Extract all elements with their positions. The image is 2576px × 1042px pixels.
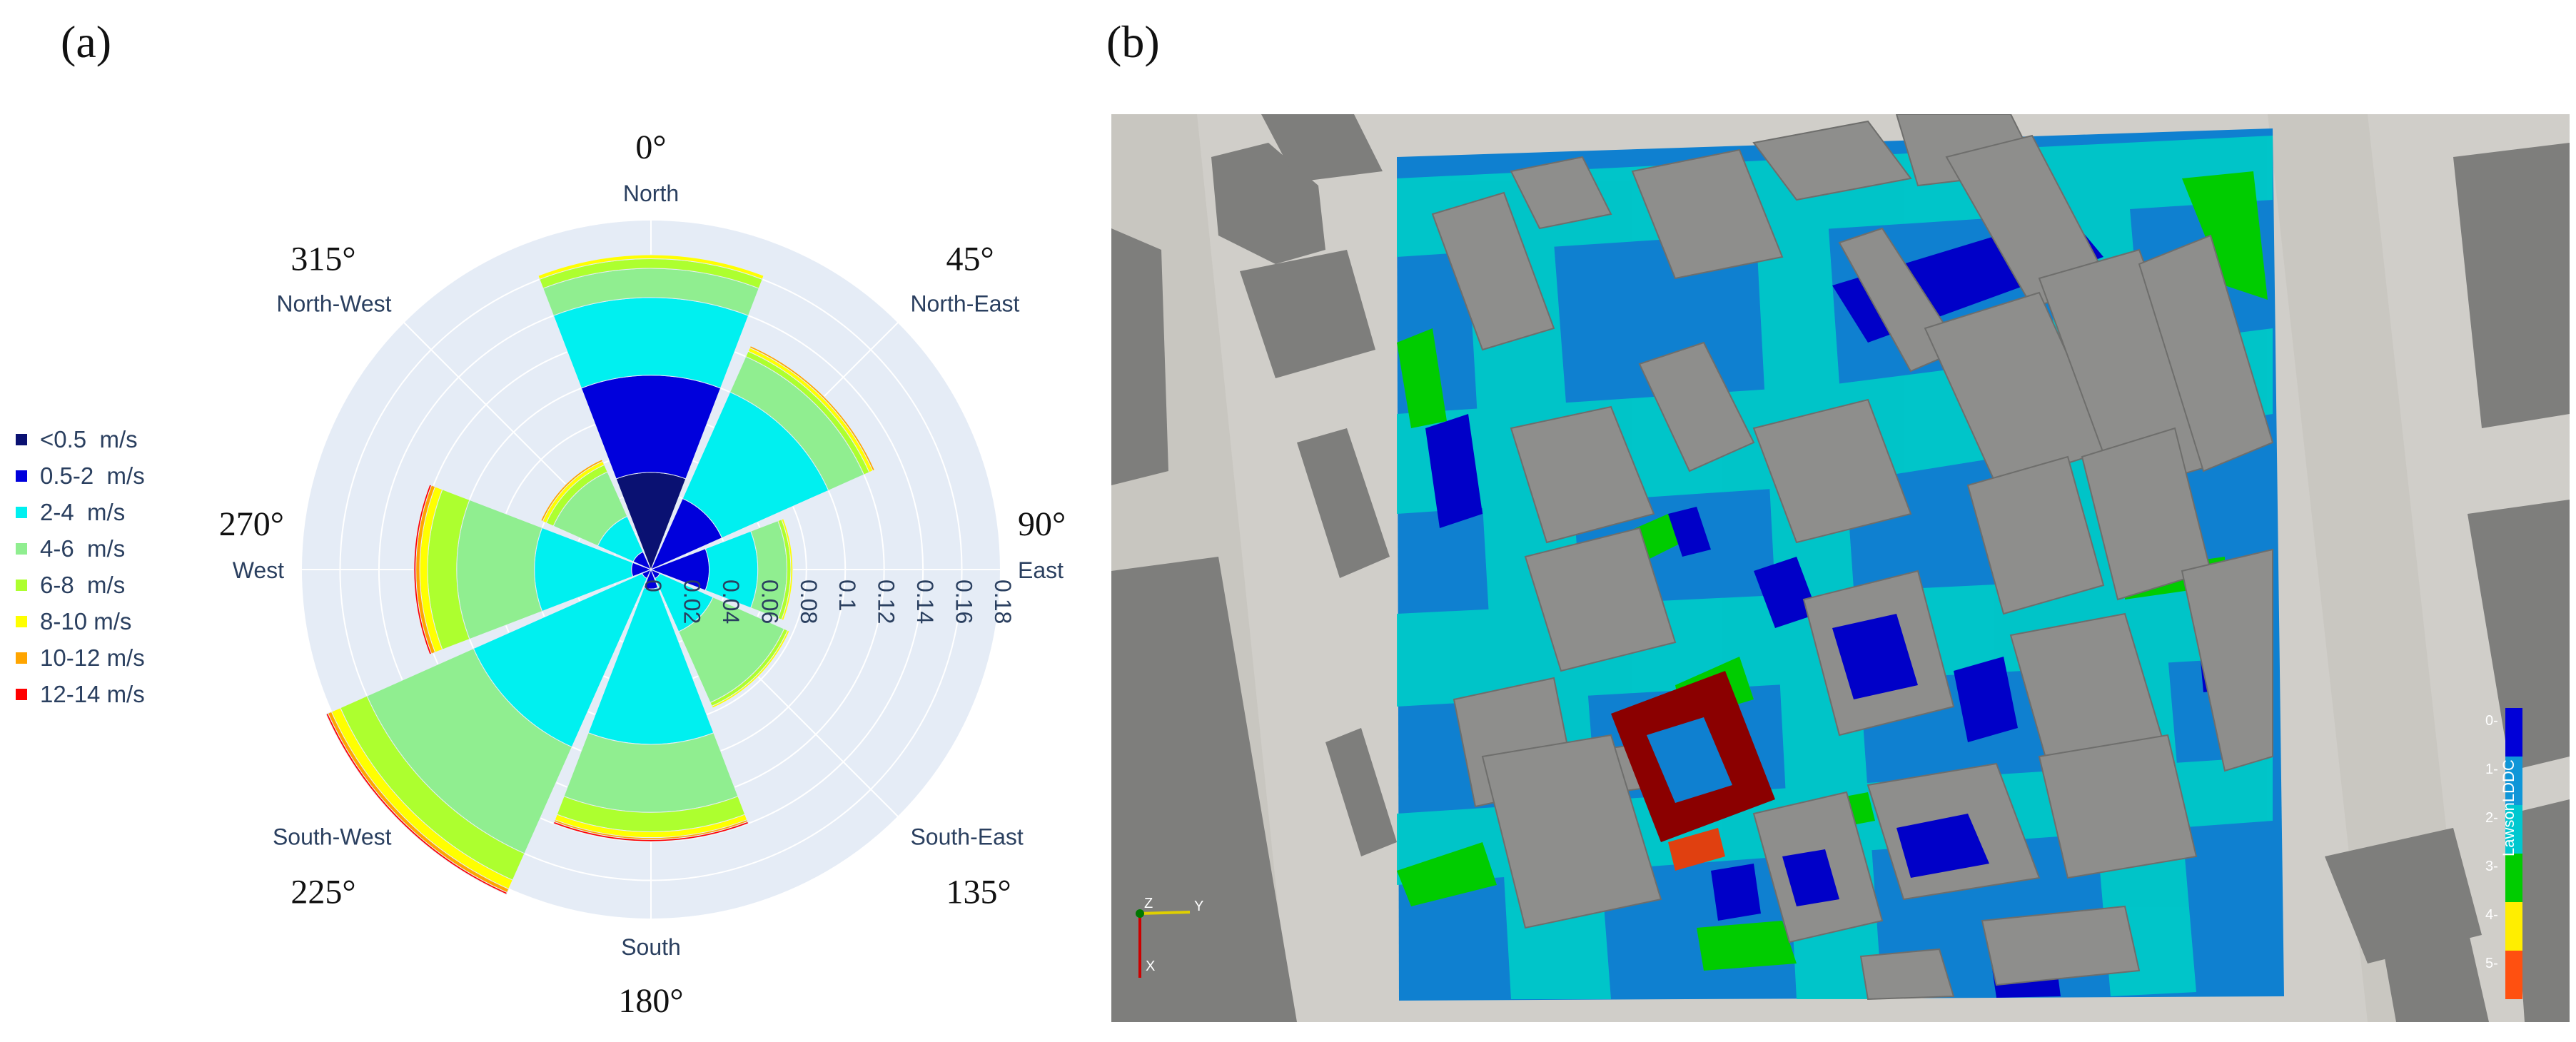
radial-tick-label: 0.06 xyxy=(757,580,782,624)
direction-label: East xyxy=(1018,557,1064,583)
direction-label: South-East xyxy=(910,824,1023,849)
legend-label: 6-8 m/s xyxy=(40,571,126,598)
legend-swatch xyxy=(16,688,27,700)
road-east xyxy=(2268,114,2468,1022)
panel-label-b: (b) xyxy=(1106,16,1160,67)
bar-segment xyxy=(563,732,739,813)
direction-angle-label: 225° xyxy=(291,873,355,911)
colorbar-tick: 3- xyxy=(2485,859,2498,874)
legend-label: 10-12 m/s xyxy=(40,644,145,671)
legend-item[interactable]: 12-14 m/s xyxy=(16,676,145,712)
legend: <0.5 m/s 0.5-2 m/s 2-4 m/s 4-6 m/s 6-8 m/s 8-… xyxy=(16,421,145,712)
colorbar-tick: 2- xyxy=(2485,810,2498,826)
legend-swatch xyxy=(16,506,27,518)
axis-y-line xyxy=(1139,911,1191,915)
radial-tick-label: 0.18 xyxy=(990,580,1016,624)
courtyards xyxy=(1668,507,1989,906)
colorbar-segment xyxy=(2505,951,2522,999)
axis-z-dot xyxy=(1136,909,1144,918)
cfd-simulation-view: 0- 1- 2- 3- 4- 5- LawsonLDDC Z Y X xyxy=(1111,114,2570,1022)
axis-x-label: X xyxy=(1146,958,1155,974)
direction-angle-label: 270° xyxy=(219,505,284,543)
direction-label: North xyxy=(623,181,679,206)
axes-triad: Z Y X xyxy=(1136,896,1203,978)
direction-label: South xyxy=(621,934,681,960)
colorbar-title: LawsonLDDC xyxy=(2500,759,2517,856)
legend-item[interactable]: 8-10 m/s xyxy=(16,603,145,639)
radial-tick-label: 0.08 xyxy=(796,580,822,624)
legend-item[interactable]: 4-6 m/s xyxy=(16,530,145,567)
direction-angle-label: 90° xyxy=(1018,505,1066,543)
bar-segment xyxy=(325,712,508,895)
direction-labels: North 0° North-East 45° East 90° South-East 135… xyxy=(219,128,1066,1020)
colorbar-segment xyxy=(2505,854,2522,902)
legend-item[interactable]: <0.5 m/s xyxy=(16,421,145,457)
direction-label: North-East xyxy=(910,291,1019,317)
legend-swatch xyxy=(16,615,27,627)
colorbar-tick: 4- xyxy=(2485,907,2498,923)
radial-tick-label: 0 xyxy=(640,580,666,592)
legend-label: 2-4 m/s xyxy=(40,498,126,525)
legend-swatch xyxy=(16,542,27,555)
direction-angle-label: 135° xyxy=(946,873,1011,911)
radial-tick-label: 0.04 xyxy=(718,580,744,624)
bar-segment xyxy=(781,518,794,621)
direction-label: West xyxy=(233,557,284,583)
colorbar-segment xyxy=(2505,708,2522,757)
colorbar-tick: 0- xyxy=(2485,713,2498,729)
colorbar-tick: 1- xyxy=(2485,762,2498,777)
bar-segment xyxy=(749,345,876,472)
simulation-render: 0- 1- 2- 3- 4- 5- LawsonLDDC Z Y X xyxy=(1111,114,2570,1022)
legend-item[interactable]: 6-8 m/s xyxy=(16,567,145,603)
bar-segment xyxy=(540,459,604,522)
colorbar-segment xyxy=(2505,757,2522,805)
legend-label: <0.5 m/s xyxy=(40,425,138,452)
direction-label: South-West xyxy=(273,824,392,849)
direction-angle-label: 315° xyxy=(291,241,355,278)
panel-label-a: (a) xyxy=(61,16,112,67)
colorbar: 0- 1- 2- 3- 4- 5- xyxy=(2485,708,2522,999)
colorbar-tick: 5- xyxy=(2485,956,2498,971)
legend-label: 0.5-2 m/s xyxy=(40,462,145,489)
colorbar-segment xyxy=(2505,805,2522,854)
bar-segment xyxy=(552,297,749,389)
target-building xyxy=(1611,671,1775,871)
legend-swatch xyxy=(16,652,27,664)
legend-label: 4-6 m/s xyxy=(40,535,126,562)
legend-swatch xyxy=(16,470,27,482)
domain-buildings xyxy=(1431,114,2274,1001)
radial-tick-label: 0.16 xyxy=(951,580,977,624)
legend-swatch xyxy=(16,433,27,445)
radial-tick-label: 0.12 xyxy=(874,580,899,624)
legend-item[interactable]: 10-12 m/s xyxy=(16,639,145,676)
wind-rose-bars xyxy=(325,254,876,895)
bar-segment xyxy=(537,254,764,280)
radial-tick-label: 0.1 xyxy=(834,580,860,611)
wind-rose-chart: 0 0.02 0.04 0.06 0.08 0.1 0.12 0.14 0.16 0.18 Nor… xyxy=(219,128,1066,1020)
direction-label: North-West xyxy=(276,291,391,317)
axis-y-label: Y xyxy=(1194,899,1203,914)
radial-tick-label: 0.14 xyxy=(912,580,938,624)
colorbar-segment xyxy=(2505,902,2522,951)
direction-angle-label: 180° xyxy=(618,982,683,1020)
bar-segment xyxy=(413,484,433,655)
direction-angle-label: 45° xyxy=(946,241,994,278)
legend-item[interactable]: 2-4 m/s xyxy=(16,494,145,530)
radial-tick-labels: 0 0.02 0.04 0.06 0.08 0.1 0.12 0.14 0.16 0.18 xyxy=(640,580,1016,624)
legend-label: 12-14 m/s xyxy=(40,680,145,707)
direction-angle-label: 0° xyxy=(635,128,666,166)
legend-label: 8-10 m/s xyxy=(40,607,132,634)
legend-swatch xyxy=(16,579,27,591)
bar-segment xyxy=(711,629,790,709)
radial-tick-label: 0.02 xyxy=(679,580,704,624)
bar-segment xyxy=(552,821,749,842)
outer-buildings xyxy=(1111,114,2570,1022)
axis-z-label: Z xyxy=(1144,896,1153,911)
legend-item[interactable]: 0.5-2 m/s xyxy=(16,457,145,494)
